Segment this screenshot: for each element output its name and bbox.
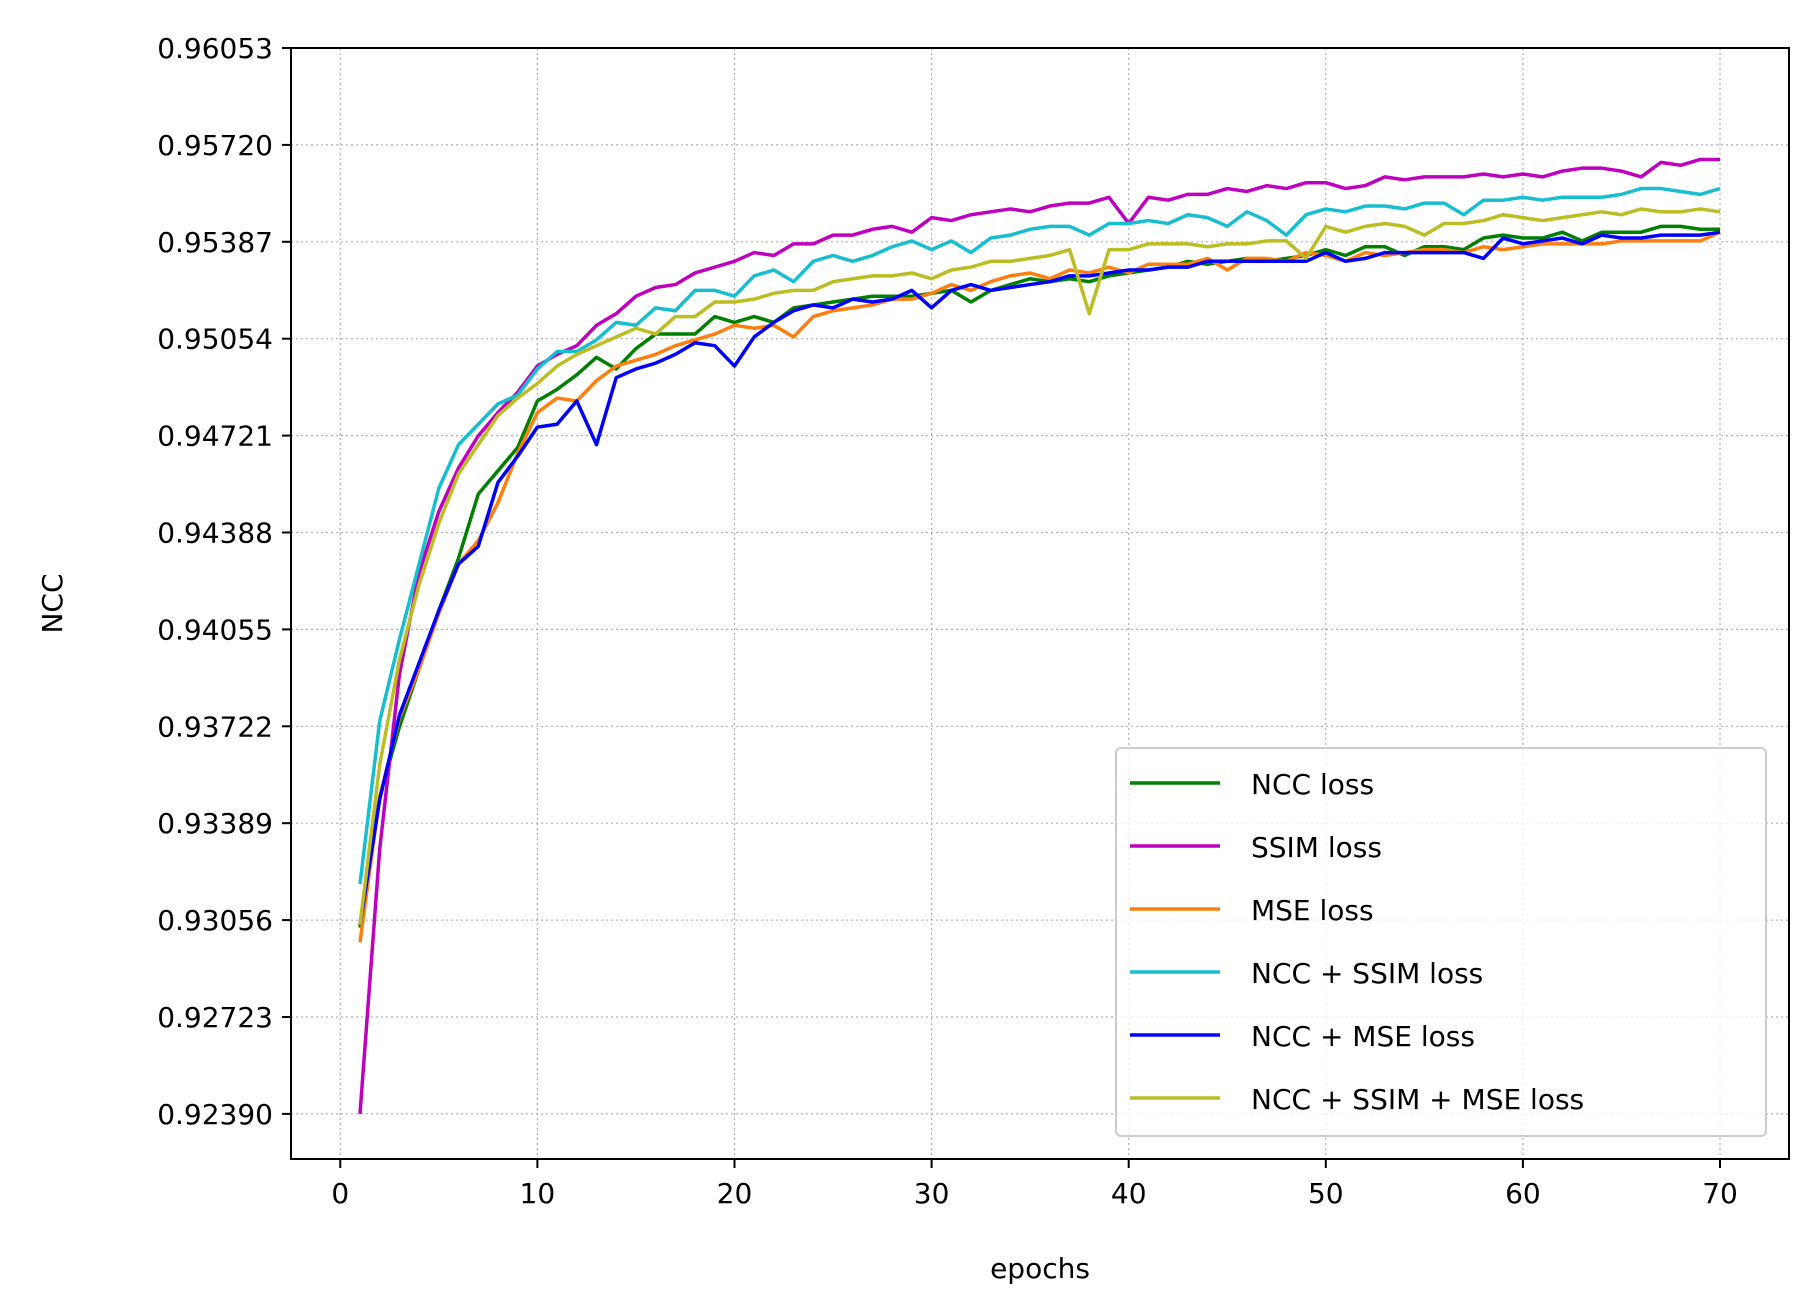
y-tick-label: 0.94721 <box>157 420 273 453</box>
x-tick-label: 70 <box>1702 1177 1738 1210</box>
y-tick-label: 0.92390 <box>157 1098 273 1131</box>
legend-label: NCC + SSIM + MSE loss <box>1251 1083 1584 1116</box>
y-tick-label: 0.94055 <box>157 613 273 646</box>
y-tick-label: 0.95720 <box>157 129 273 162</box>
series-line-5 <box>358 230 1721 926</box>
series-line-4 <box>358 186 1721 885</box>
plot-frame <box>290 47 1790 1160</box>
x-tick-label: 20 <box>717 1177 753 1210</box>
x-tick-label: 40 <box>1111 1177 1147 1210</box>
legend-label: NCC + SSIM loss <box>1251 957 1483 990</box>
y-tick-label: 0.93056 <box>157 904 273 937</box>
legend-label: NCC + MSE loss <box>1251 1020 1475 1053</box>
x-tick-label: 60 <box>1505 1177 1541 1210</box>
y-tick-label: 0.93389 <box>157 807 273 840</box>
x-axis: 0 10 20 30 40 50 60 70 <box>331 1159 1738 1210</box>
y-axis-label: NCC <box>36 573 69 633</box>
x-axis-label: epochs <box>990 1252 1090 1285</box>
x-tick-label: 10 <box>520 1177 556 1210</box>
series-line-1 <box>358 224 1721 928</box>
legend-label: NCC loss <box>1251 768 1374 801</box>
series-lines <box>358 157 1721 1115</box>
y-tick-label: 0.92723 <box>157 1001 273 1034</box>
series-line-2 <box>358 157 1721 1115</box>
x-tick-label: 50 <box>1308 1177 1344 1210</box>
x-tick-label: 30 <box>914 1177 950 1210</box>
legend-box <box>1115 747 1767 1137</box>
series-line-6 <box>358 207 1721 925</box>
y-axis: 0.92390 0.92723 0.93056 0.93389 0.93722 0.940… <box>157 32 291 1131</box>
legend-label: MSE loss <box>1251 894 1374 927</box>
y-tick-label: 0.95387 <box>157 226 273 259</box>
y-tick-label: 0.96053 <box>157 32 273 65</box>
x-tick-label: 0 <box>331 1177 349 1210</box>
legend-label: SSIM loss <box>1251 831 1382 864</box>
y-tick-label: 0.94388 <box>157 516 273 549</box>
y-tick-label: 0.93722 <box>157 710 273 743</box>
y-tick-label: 0.95054 <box>157 323 273 356</box>
legend: NCC loss SSIM loss MSE loss NCC + SSIM loss… <box>1115 747 1767 1137</box>
